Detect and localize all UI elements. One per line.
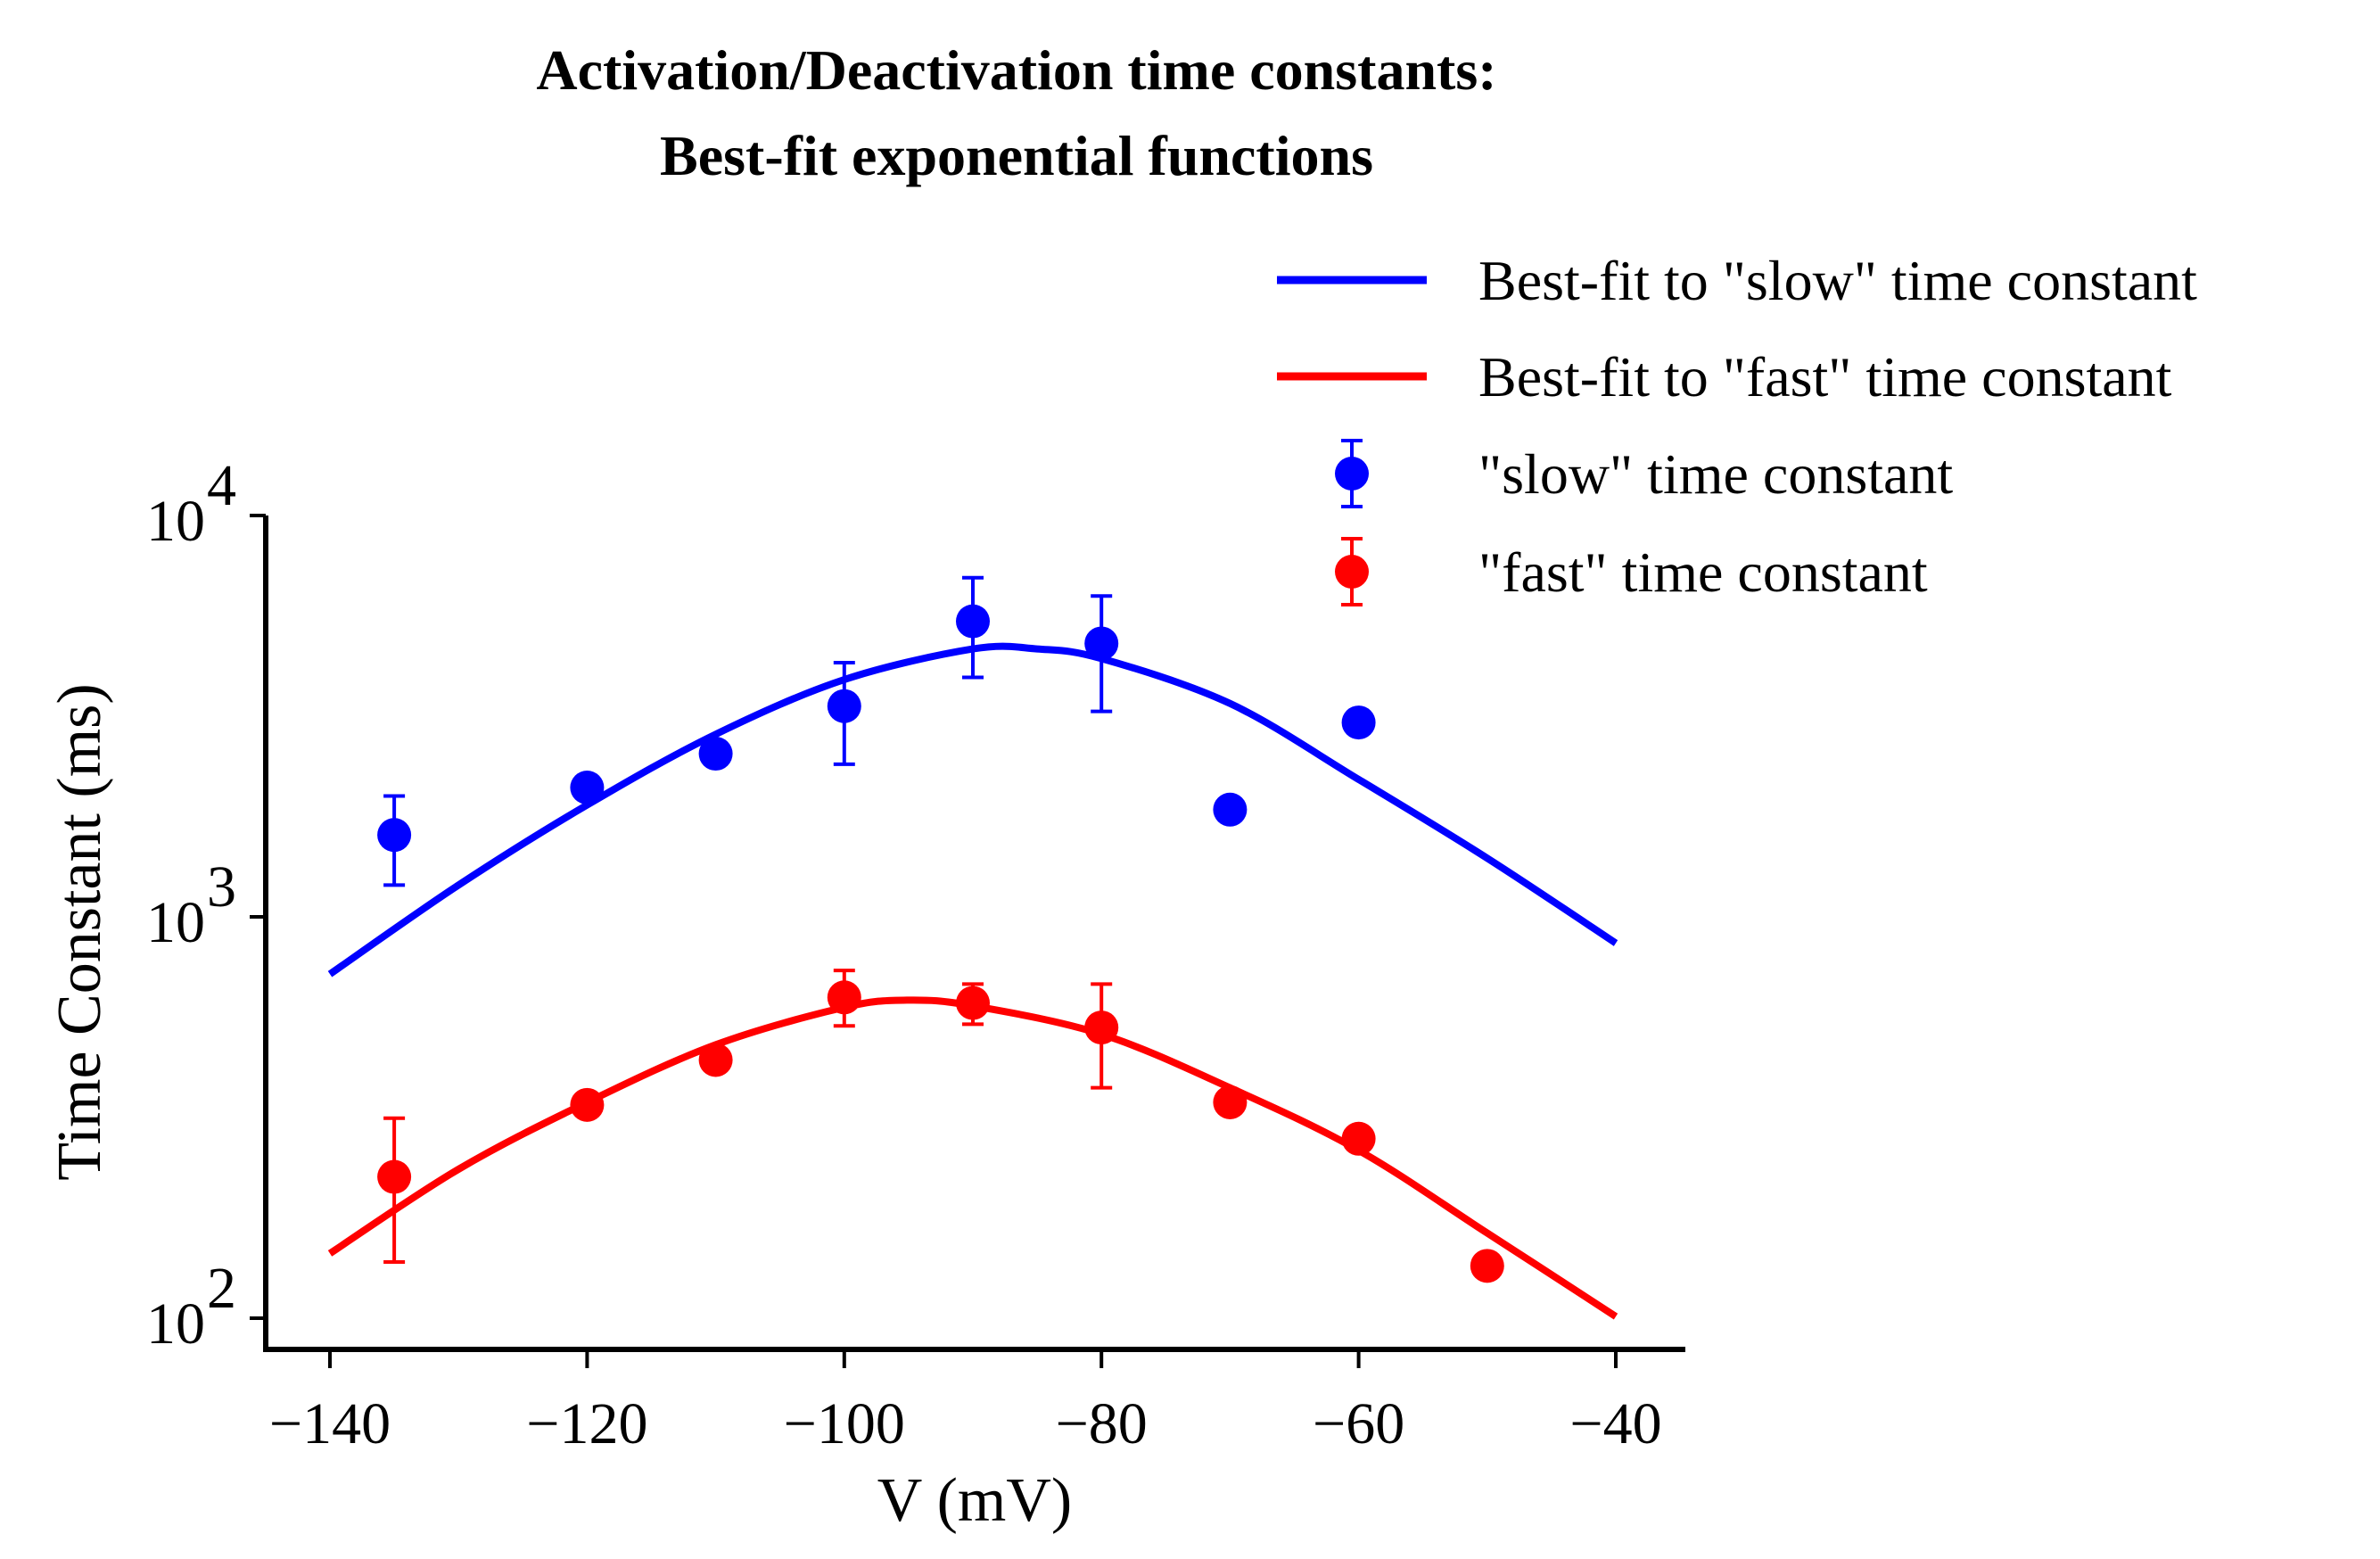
data-point-slow [1213,792,1248,827]
legend-fast-points-label: "fast" time constant [1478,540,1928,604]
data-point-fast [1084,1010,1119,1045]
legend-fast-fit-label: Best-fit to "fast" time constant [1478,345,2172,408]
data-point-fast [827,980,861,1015]
data-point-slow [827,689,861,723]
legend: Best-fit to "slow" time constant Best-fi… [1277,249,2197,606]
data-point-fast [956,986,990,1020]
plot-lines [327,642,1618,1320]
legend-slow-points-marker [1335,457,1369,491]
data-point-fast [1341,1121,1376,1156]
plot-points [377,575,1504,1283]
x-tick-label: −100 [784,1391,905,1456]
data-point-fast [1470,1249,1504,1283]
y-tick-label-base: 10 [146,1291,205,1357]
chart-title-line-1: Activation/Deactivation time constants: [536,38,1496,102]
y-tick-label-exponent: 3 [207,854,236,920]
axes [263,516,1685,1352]
legend-slow-points-label: "slow" time constant [1478,442,1953,506]
data-point-slow [377,818,412,853]
data-point-fast [698,1043,733,1077]
x-tick-label: −140 [269,1391,391,1456]
legend-fast-points-marker [1335,555,1369,589]
data-point-slow [1084,626,1119,661]
fit-line-fast [327,996,1618,1320]
y-tick-label-base: 10 [146,489,205,554]
x-tick-label: −40 [1569,1391,1661,1456]
data-point-slow [570,771,605,805]
y-axis-label: Time Constant (ms) [45,683,114,1180]
y-tick-label-exponent: 4 [207,453,236,518]
data-point-fast [1213,1085,1248,1119]
x-ticks: −140 −120 −100 −80 −60 −40 [269,1352,1662,1456]
data-point-slow [956,604,990,639]
data-point-slow [1341,705,1376,740]
y-tick-label-base: 10 [146,890,205,955]
data-point-fast [377,1159,412,1194]
x-tick-label: −60 [1313,1391,1404,1456]
x-tick-label: −120 [526,1391,647,1456]
data-point-fast [570,1087,605,1122]
x-axis-label: V (mV) [877,1466,1072,1535]
legend-slow-fit-label: Best-fit to "slow" time constant [1478,249,2197,312]
fit-line-slow [327,642,1618,977]
data-point-slow [698,737,733,771]
y-tick-label-exponent: 2 [207,1256,236,1321]
chart-title-line-2: Best-fit exponential functions [660,124,1373,187]
x-tick-label: −80 [1056,1391,1148,1456]
